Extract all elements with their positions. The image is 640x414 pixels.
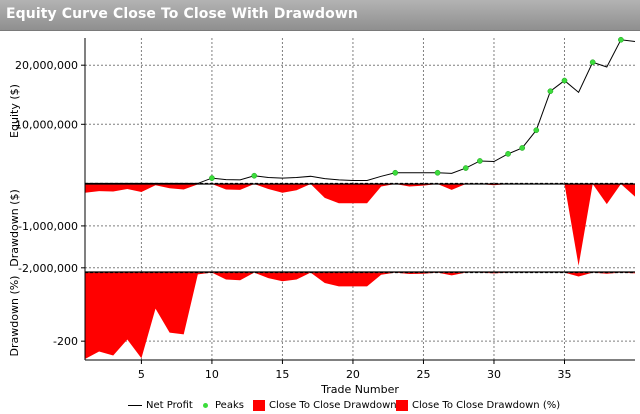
x-tick-label: 25: [416, 368, 430, 381]
peak-point: [462, 165, 469, 171]
y-tick-label: 20,000,000: [15, 59, 78, 72]
y-tick-label: 10,000,000: [15, 118, 78, 131]
y-axis-title: Equity ($): [8, 84, 21, 138]
peak-point: [392, 169, 399, 176]
x-tick-label: 30: [487, 368, 501, 381]
legend: Net Profit Peaks Close To Close Drawdown…: [0, 398, 640, 414]
title-bar: Equity Curve Close To Close With Drawdow…: [0, 0, 640, 31]
peak-dot-icon: [203, 403, 208, 408]
drawdown-area: [85, 272, 635, 359]
peak-point: [561, 77, 568, 84]
y-axis-title: Drawdown (%): [8, 276, 21, 357]
peak-point: [533, 127, 540, 134]
y-tick-label: -200: [53, 335, 78, 348]
peak-point: [505, 151, 511, 157]
net-profit-line-icon: [128, 405, 142, 406]
peak-point: [589, 59, 596, 66]
x-tick-label: 10: [205, 368, 219, 381]
x-tick-label: 5: [138, 368, 145, 381]
x-tick-label: 20: [346, 368, 360, 381]
peak-point: [547, 88, 554, 95]
drawdown-pct-swatch-icon: [396, 400, 408, 411]
peak-point: [519, 145, 526, 151]
y-axis-title: Drawdown ($): [8, 189, 21, 267]
chart-area: 10,000,000 20,000,000 Equity ($) -1,000,000…: [8, 36, 636, 396]
peak-point: [209, 175, 215, 181]
legend-label-drawdown-pct: Close To Close Drawdown (%): [412, 400, 561, 411]
drawdown-area: [85, 184, 635, 266]
legend-label-net-profit: Net Profit: [146, 400, 193, 411]
y-tick-label: -2,000,000: [18, 262, 78, 275]
x-tick-label: 35: [557, 368, 571, 381]
net-profit-line: [85, 39, 636, 184]
legend-label-drawdown: Close To Close Drawdown: [269, 400, 397, 411]
legend-label-peaks: Peaks: [215, 400, 244, 411]
chart-title: Equity Curve Close To Close With Drawdow…: [6, 6, 358, 22]
peak-point: [618, 36, 624, 43]
x-tick-label: 15: [275, 368, 289, 381]
peak-point: [477, 158, 483, 164]
peak-point: [434, 169, 441, 176]
y-tick-label: -1,000,000: [18, 220, 78, 233]
drawdown-swatch-icon: [253, 400, 265, 411]
peak-point: [251, 172, 258, 179]
x-axis-title: Trade Number: [320, 383, 399, 396]
